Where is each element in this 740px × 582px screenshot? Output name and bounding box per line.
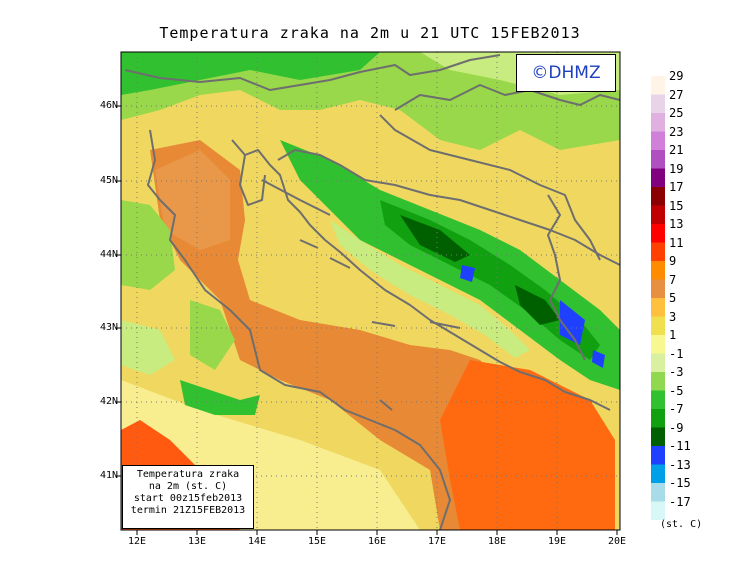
lat-label-43n: 43N: [99, 322, 118, 333]
legend-value: -7: [669, 402, 684, 416]
lon-label-19e: 19E: [547, 536, 567, 547]
legend-value: 17: [669, 180, 684, 194]
legend-swatch: [651, 427, 665, 446]
legend-value: -1: [669, 346, 684, 361]
coastal-light-green: [330, 220, 530, 358]
lat-label-42n: 42N: [99, 396, 118, 407]
legend-swatch: [651, 464, 665, 483]
axis-ticks: [116, 105, 618, 535]
legend-value: -13: [669, 457, 691, 472]
legend-value: 3: [669, 309, 677, 324]
legend-value: 29: [669, 69, 684, 83]
legend-value: 5: [669, 291, 677, 305]
legend-swatch: [651, 242, 665, 261]
legend-value: -3: [669, 365, 684, 379]
lat-label-45n: 45N: [99, 175, 118, 186]
legend-swatch: [651, 261, 665, 280]
legend-value: 9: [669, 254, 677, 268]
coastlines-borders: [124, 54, 620, 530]
info-line-1: Temperatura zraka: [136, 469, 240, 480]
lon-label-13e: 13E: [187, 536, 207, 547]
deep-green-patch-2: [515, 285, 560, 325]
legend-swatch: [651, 446, 665, 465]
lon-label-12e: 12E: [127, 536, 147, 547]
legend-swatch: [651, 150, 665, 169]
legend-swatch: [651, 76, 665, 95]
lat-label-46n: 46N: [99, 100, 118, 111]
lon-label-15e: 15E: [307, 536, 327, 547]
plot-frame: [120, 51, 621, 531]
legend-swatch: [651, 168, 665, 187]
lon-label-14e: 14E: [247, 536, 267, 547]
legend-swatch: [651, 353, 665, 372]
cold-blue-patch-1: [560, 300, 585, 345]
legend-swatch: [651, 409, 665, 428]
legend-value: 13: [669, 217, 684, 231]
legend-value: 27: [669, 87, 684, 102]
legend-value: 11: [669, 235, 684, 250]
legend-swatch: [651, 113, 665, 132]
cold-blue-patch-2: [460, 265, 475, 282]
lon-label-20e: 20E: [607, 536, 627, 547]
legend-swatch: [651, 94, 665, 113]
dhmz-logo: ©DHMZ: [516, 54, 616, 92]
italy-green-2: [190, 300, 235, 370]
legend-swatch: [651, 279, 665, 298]
legend-swatch: [651, 205, 665, 224]
legend-value: 7: [669, 272, 677, 287]
legend-color-bar: [651, 76, 665, 520]
lon-label-16e: 16E: [367, 536, 387, 547]
legend-value: 1: [669, 328, 677, 342]
lat-label-44n: 44N: [99, 249, 118, 260]
legend-swatch: [651, 316, 665, 335]
info-box: Temperatura zraka na 2m (st. C) start 00…: [122, 465, 254, 529]
graticule: [121, 52, 620, 530]
legend-value: 19: [669, 161, 684, 176]
legend-unit: (st. C): [660, 519, 703, 530]
map-title: Temperatura zraka na 2m u 21 UTC 15FEB20…: [159, 24, 581, 42]
legend-value: -15: [669, 476, 691, 490]
lon-label-18e: 18E: [487, 536, 507, 547]
legend-value: -5: [669, 383, 684, 398]
legend-swatch: [651, 131, 665, 150]
cold-blue-patch-3: [592, 350, 605, 368]
alps-green: [121, 52, 380, 95]
legend-swatch: [651, 298, 665, 317]
italy-light-green: [121, 320, 175, 375]
info-line-4: termin 21Z15FEB2013: [130, 505, 246, 516]
legend-swatch: [651, 390, 665, 409]
legend-swatch: [651, 501, 665, 520]
legend-value: -11: [669, 439, 691, 453]
lon-label-17e: 17E: [427, 536, 447, 547]
info-line-2: na 2m (st. C): [148, 481, 228, 492]
legend-value: -9: [669, 420, 684, 435]
legend-swatch: [651, 483, 665, 502]
legend-swatch: [651, 372, 665, 391]
temperature-field: [121, 52, 620, 530]
legend-value: 21: [669, 143, 684, 157]
legend-swatch: [651, 224, 665, 243]
deep-green-patch-1: [400, 215, 470, 262]
italy-green-3: [180, 380, 260, 415]
legend-value: 25: [669, 106, 684, 120]
legend-swatch: [651, 335, 665, 354]
legend-value: -17: [669, 494, 691, 509]
info-line-3: start 00z15feb2013: [133, 493, 243, 504]
lat-label-41n: 41N: [99, 470, 118, 481]
legend-swatch: [651, 187, 665, 206]
italy-green-1: [121, 200, 175, 290]
legend-value: 15: [669, 198, 684, 213]
legend-value: 23: [669, 124, 684, 139]
